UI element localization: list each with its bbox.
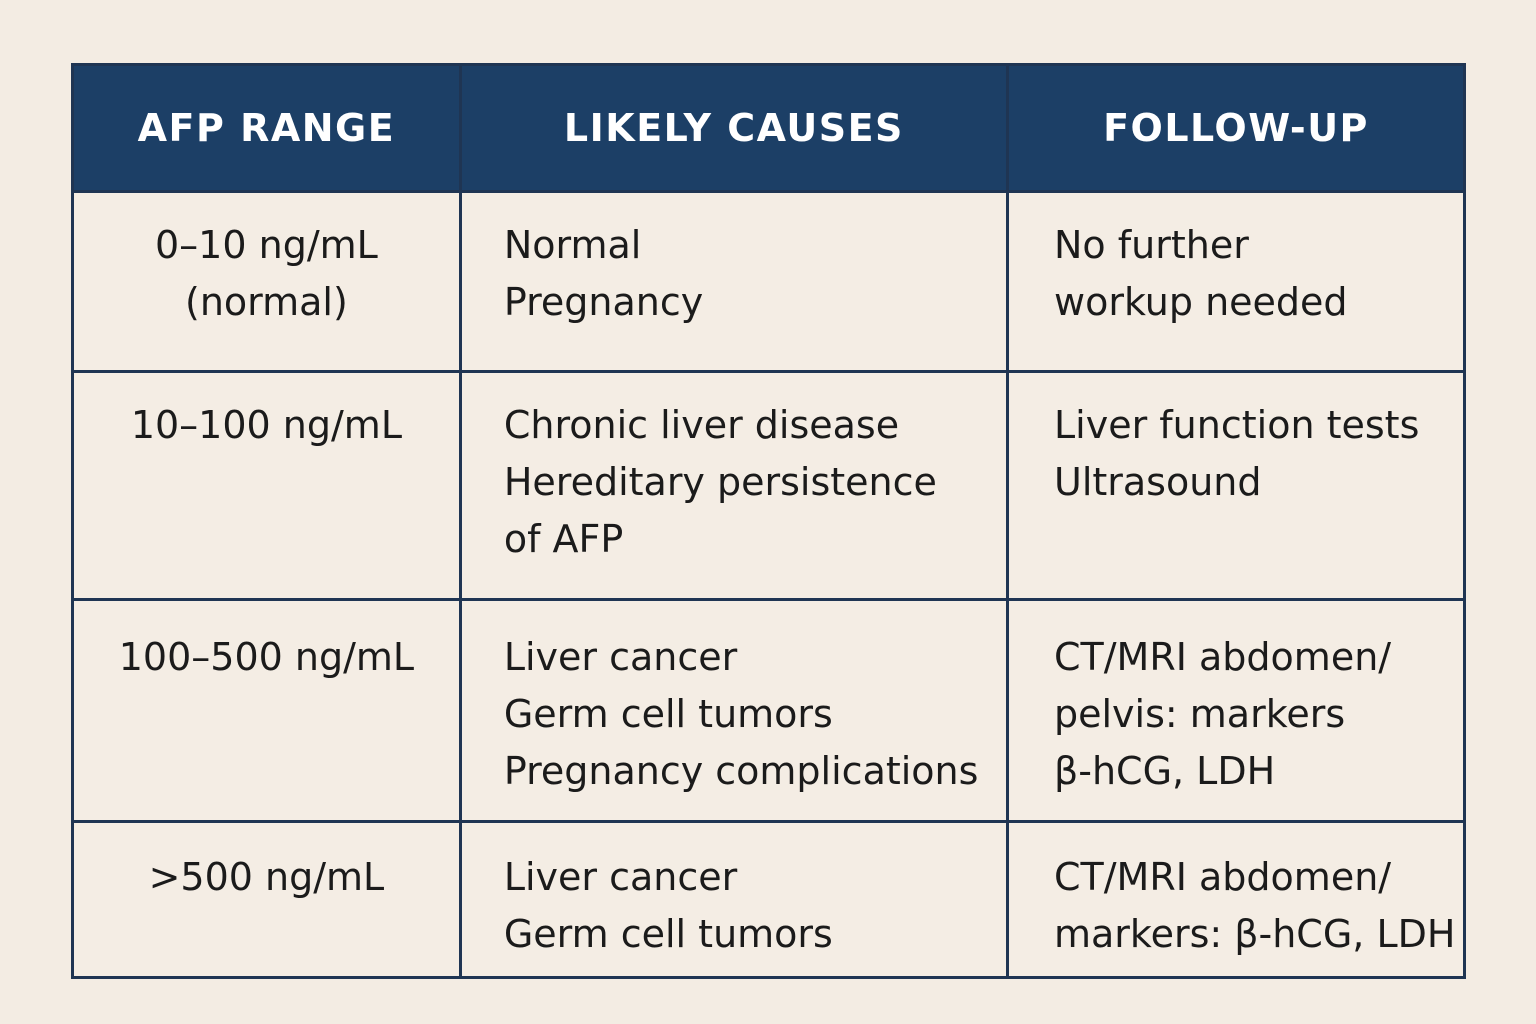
- table-row: >500 ng/mL Liver cancer Germ cell tumors…: [71, 820, 1466, 979]
- range-cell: >500 ng/mL: [71, 820, 462, 979]
- range-cell: 10–100 ng/mL: [71, 370, 462, 601]
- range-text: >500 ng/mL: [148, 855, 385, 899]
- header-afp-range: AFP RANGE: [71, 63, 462, 193]
- cause-text: Chronic liver disease: [503, 403, 900, 447]
- range-text: 100–500 ng/mL: [118, 635, 415, 679]
- follow-up-text: CT/MRI abdomen/: [1054, 635, 1392, 679]
- cause-text: Germ cell tumors: [503, 692, 833, 736]
- table-row: 100–500 ng/mL Liver cancer Germ cell tum…: [71, 598, 1466, 823]
- cause-text: Liver cancer: [503, 855, 738, 899]
- table-header: AFP RANGE LIKELY CAUSES FOLLOW-UP: [71, 63, 1466, 193]
- range-text: 0–10 ng/mL: [155, 223, 378, 267]
- follow-up-cell: Liver function tests Ultrasound: [1006, 370, 1466, 601]
- follow-up-cell: No further workup needed: [1006, 190, 1466, 373]
- causes-cell: Normal Pregnancy: [458, 190, 1010, 373]
- table-row: 0–10 ng/mL (normal) Normal Pregnancy No …: [71, 190, 1466, 373]
- follow-up-text: pelvis: markers: [1054, 692, 1346, 736]
- range-text: (normal): [185, 280, 348, 324]
- cause-text: Pregnancy complications: [503, 749, 979, 793]
- follow-up-text: CT/MRI abdomen/: [1054, 855, 1392, 899]
- follow-up-text: Liver function tests: [1054, 403, 1420, 447]
- cause-text: Liver cancer: [503, 635, 738, 679]
- range-cell: 100–500 ng/mL: [71, 598, 462, 823]
- causes-cell: Liver cancer Germ cell tumors Pregnancy …: [458, 598, 1010, 823]
- follow-up-text: No further: [1054, 223, 1249, 267]
- follow-up-cell: CT/MRI abdomen/ pelvis: markers β-hCG, L…: [1006, 598, 1466, 823]
- range-cell: 0–10 ng/mL (normal): [71, 190, 462, 373]
- header-likely-causes: LIKELY CAUSES: [458, 63, 1010, 193]
- cause-text: Normal: [503, 223, 642, 267]
- table-row: 10–100 ng/mL Chronic liver disease Hered…: [71, 370, 1466, 601]
- cause-text: Germ cell tumors: [503, 912, 833, 956]
- range-text: 10–100 ng/mL: [130, 403, 402, 447]
- header-follow-up: FOLLOW-UP: [1006, 63, 1466, 193]
- cause-text: Hereditary persistence: [503, 460, 937, 504]
- follow-up-text: workup needed: [1054, 280, 1348, 324]
- follow-up-text: β-hCG, LDH: [1054, 749, 1276, 793]
- cause-text: of AFP: [503, 517, 624, 561]
- follow-up-cell: CT/MRI abdomen/ markers: β-hCG, LDH: [1006, 820, 1466, 979]
- cause-text: Pregnancy: [503, 280, 704, 324]
- follow-up-text: markers: β-hCG, LDH: [1054, 912, 1456, 956]
- header-row: AFP RANGE LIKELY CAUSES FOLLOW-UP: [71, 63, 1466, 193]
- follow-up-text: Ultrasound: [1054, 460, 1262, 504]
- causes-cell: Liver cancer Germ cell tumors: [458, 820, 1010, 979]
- table-body: 0–10 ng/mL (normal) Normal Pregnancy No …: [71, 190, 1466, 979]
- afp-table: AFP RANGE LIKELY CAUSES FOLLOW-UP 0–10 n…: [71, 63, 1466, 979]
- causes-cell: Chronic liver disease Hereditary persist…: [458, 370, 1010, 601]
